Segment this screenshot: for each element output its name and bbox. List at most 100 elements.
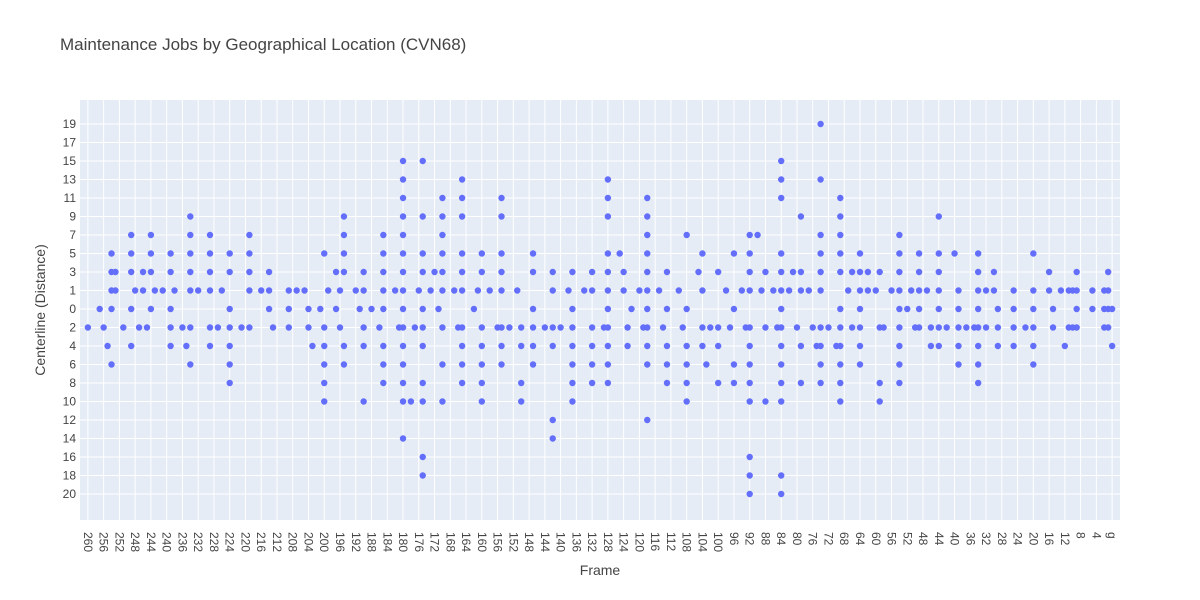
data-point (856, 268, 864, 276)
y-tick-label: 2 (69, 321, 76, 335)
data-point (778, 342, 785, 350)
x-tick-label: 92 (743, 532, 757, 546)
data-point (746, 250, 753, 257)
data-point (896, 250, 903, 257)
data-point (955, 305, 962, 313)
x-tick-label: 104 (695, 532, 709, 552)
data-point (896, 231, 903, 239)
data-point (399, 324, 407, 331)
x-tick-label: 260 (81, 532, 95, 552)
data-point (478, 361, 486, 368)
data-point (778, 157, 785, 165)
data-point (411, 324, 419, 331)
data-point (797, 268, 805, 276)
data-point (1073, 305, 1080, 313)
data-point (746, 472, 753, 479)
data-point (419, 250, 426, 257)
data-point (167, 324, 174, 331)
data-point (557, 324, 564, 331)
data-point (317, 305, 324, 313)
data-point (399, 361, 407, 368)
y-tick-label: 20 (63, 487, 77, 501)
data-point (683, 379, 690, 387)
x-tick-label: 56 (885, 532, 899, 546)
data-point (758, 287, 765, 294)
data-point (746, 287, 753, 294)
data-point (943, 324, 950, 331)
data-point (340, 213, 348, 220)
data-point (368, 305, 375, 313)
data-point (699, 287, 706, 294)
data-point (620, 268, 627, 276)
data-point (604, 361, 612, 368)
data-point (439, 268, 446, 276)
data-point (663, 342, 671, 350)
data-point (147, 231, 155, 239)
data-point (1010, 324, 1017, 331)
data-point (644, 250, 651, 257)
data-point (380, 379, 387, 387)
data-point (1049, 305, 1057, 313)
data-point (439, 287, 446, 294)
data-point (1073, 287, 1080, 294)
data-point (951, 250, 958, 257)
data-point (588, 379, 596, 387)
data-point (746, 231, 753, 239)
data-point (837, 194, 844, 202)
data-point (848, 324, 856, 331)
data-point (187, 231, 194, 239)
data-point (1022, 324, 1029, 331)
x-tick-label: 192 (349, 532, 363, 552)
data-point (695, 268, 702, 276)
data-point (746, 342, 753, 350)
data-point (703, 361, 710, 368)
data-point (399, 213, 407, 220)
data-point (817, 361, 824, 368)
data-point (187, 268, 194, 276)
data-point (663, 268, 671, 276)
x-tick-label: 16 (1042, 532, 1056, 546)
data-point (1061, 342, 1069, 350)
data-point (541, 324, 549, 331)
data-point (722, 287, 730, 294)
x-tick-label: 80 (790, 532, 804, 546)
x-tick-label: 200 (317, 532, 331, 552)
data-point (915, 324, 923, 331)
data-point (265, 287, 273, 294)
data-point (896, 342, 903, 350)
data-point (380, 342, 387, 350)
y-tick-label: 1 (69, 284, 76, 298)
data-point (360, 287, 367, 294)
data-point (399, 194, 407, 202)
data-point (778, 250, 785, 257)
data-point (226, 379, 233, 387)
x-tick-label: 252 (112, 532, 126, 552)
data-point (778, 472, 785, 479)
data-point (1030, 305, 1037, 313)
data-point (990, 287, 998, 294)
data-point (663, 361, 671, 368)
data-point (994, 305, 1002, 313)
data-point (896, 379, 903, 387)
data-point (644, 342, 651, 350)
data-point (340, 361, 348, 368)
data-point (226, 342, 233, 350)
data-point (837, 268, 844, 276)
data-point (486, 287, 493, 294)
x-axis-label: Frame (580, 562, 621, 578)
data-point (569, 268, 576, 276)
data-point (206, 324, 214, 331)
data-point (269, 324, 277, 331)
data-point (797, 379, 805, 387)
data-point (1045, 287, 1053, 294)
x-tick-label: 156 (491, 532, 505, 552)
data-point (856, 324, 864, 331)
data-point (604, 324, 612, 331)
x-tick-label: 12 (1058, 532, 1072, 546)
data-point (616, 250, 623, 257)
data-point (644, 361, 651, 368)
data-point (837, 250, 844, 257)
data-point (439, 361, 446, 368)
x-tick-label: 60 (869, 532, 883, 546)
data-point (923, 287, 931, 294)
